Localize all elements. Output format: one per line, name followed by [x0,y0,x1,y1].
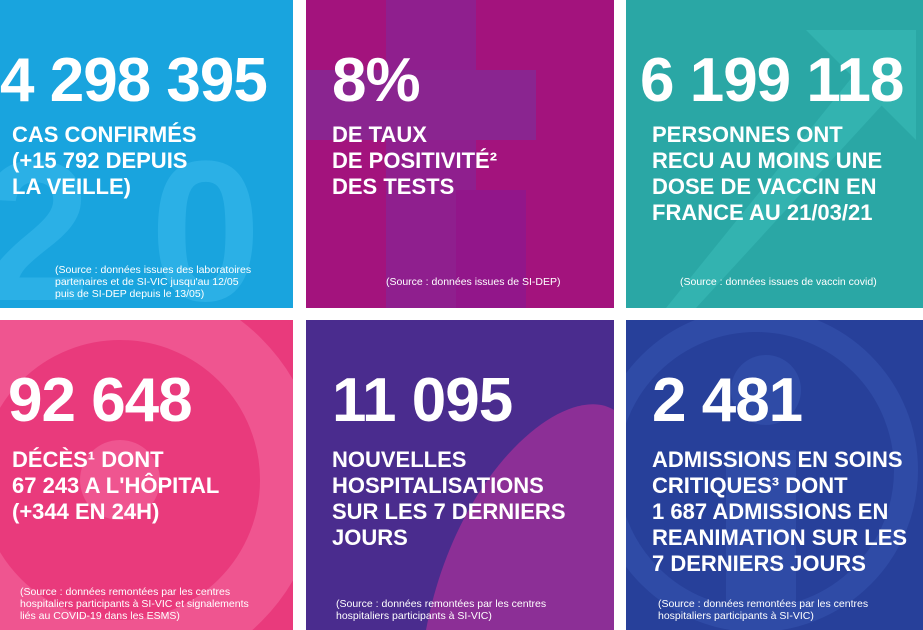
key-figure: 8% [332,46,421,115]
source-line: liés au COVID-19 dans les ESMS) [20,610,180,622]
label-line: HOSPITALISATIONS [332,473,544,498]
label-line: CRITIQUES³ DONT [652,473,848,498]
svg-text:0: 0 [150,120,261,308]
decoration [426,404,614,630]
source-line: (Source : données issues de SI-DEP) [386,276,561,288]
tile: 2 481 ADMISSIONS EN SOINS CRITIQUES³ DONT 1… [626,320,923,630]
tile: 11 095 NOUVELLES HOSPITALISATIONS SUR LES 7… [306,320,614,630]
key-figure: 2 481 [652,366,803,435]
source-note: (Source : données remontées par les cent… [336,598,546,622]
label-line: RECU AU MOINS UNE [652,148,883,173]
label-line: (+344 EN 24H) [12,499,160,524]
source-note: (Source : données issues de vaccin covid… [680,276,877,288]
label-line: ADMISSIONS EN SOINS [652,447,903,472]
tile: 8% DE TAUX DE POSITIVITÉ² DES TESTS (Source … [306,0,614,308]
label-line: JOURS [332,525,408,550]
figure-label: PERSONNES ONT RECU AU MOINS UNE DOSE DE VA… [652,122,882,226]
figure-label: ADMISSIONS EN SOINS CRITIQUES³ DONT 1 687 … [652,447,907,577]
label-line: DE TAUX [332,122,427,147]
tile: 92 648 DÉCÈS¹ DONT 67 243 A L'HÔPITAL (+344… [0,320,293,630]
source-note: (Source : données issues de SI-DEP) [386,276,561,288]
figure-label: NOUVELLES HOSPITALISATIONS SUR LES 7 DERNI… [332,447,566,551]
label-line: SUR LES 7 DERNIERS [332,499,566,524]
source-line: (Source : données remontées par les cent… [20,586,231,598]
label-line: DES TESTS [332,174,455,199]
source-note: (Source : données remontées par les cent… [20,586,249,622]
label-line: 1 687 ADMISSIONS EN [652,499,889,524]
svg-text:2: 2 [0,120,91,308]
key-figure: 6 199 118 [640,46,904,115]
key-figure: 11 095 [332,366,513,435]
source-line: (Source : données remontées par les cent… [658,598,869,610]
source-line: hospitaliers participants à SI-VIC) [658,610,814,622]
label-line: FRANCE AU 21/03/21 [652,200,873,225]
label-line: DE POSITIVITÉ² [332,148,498,173]
label-line: DÉCÈS¹ DONT [12,447,164,472]
label-line: NOUVELLES [332,447,467,472]
source-line: partenaires et de SI-VIC jusqu'au 12/05 [55,276,239,288]
decoration [626,320,918,630]
key-figure: 4 298 395 [0,46,268,115]
source-line: puis de SI-DEP depuis le 13/05) [55,288,205,300]
label-line: 67 243 A L'HÔPITAL [12,473,220,498]
label-line: LA VEILLE) [12,174,131,199]
label-line: DOSE DE VACCIN EN [652,174,877,199]
source-line: (Source : données issues des laboratoire… [55,264,252,276]
key-figure: 92 648 [8,366,193,435]
label-line: REANIMATION SUR LES [652,525,908,550]
label-line: 7 DERNIERS JOURS [652,551,866,576]
source-line: (Source : données issues de vaccin covid… [680,276,877,288]
decoration [666,30,916,308]
tile: 6 199 118 PERSONNES ONT RECU AU MOINS UNE D… [626,0,923,308]
source-note: (Source : données remontées par les cent… [658,598,868,622]
source-line: hospitaliers participants à SI-VIC) [336,610,492,622]
decoration [306,0,536,308]
decoration [0,320,293,630]
source-note: (Source : données issues des laboratoire… [55,264,251,300]
label-line: CAS CONFIRMÉS [12,122,197,147]
figure-label: DE TAUX DE POSITIVITÉ² DES TESTS [332,122,497,200]
source-line: (Source : données remontées par les cent… [336,598,547,610]
source-line: hospitaliers participants à SI-VIC et si… [20,598,249,610]
figure-label: CAS CONFIRMÉS (+15 792 DEPUIS LA VEILLE) [12,122,197,200]
figure-label: DÉCÈS¹ DONT 67 243 A L'HÔPITAL (+344 EN 24… [12,447,219,525]
label-line: (+15 792 DEPUIS [12,148,188,173]
label-line: PERSONNES ONT [652,122,843,147]
